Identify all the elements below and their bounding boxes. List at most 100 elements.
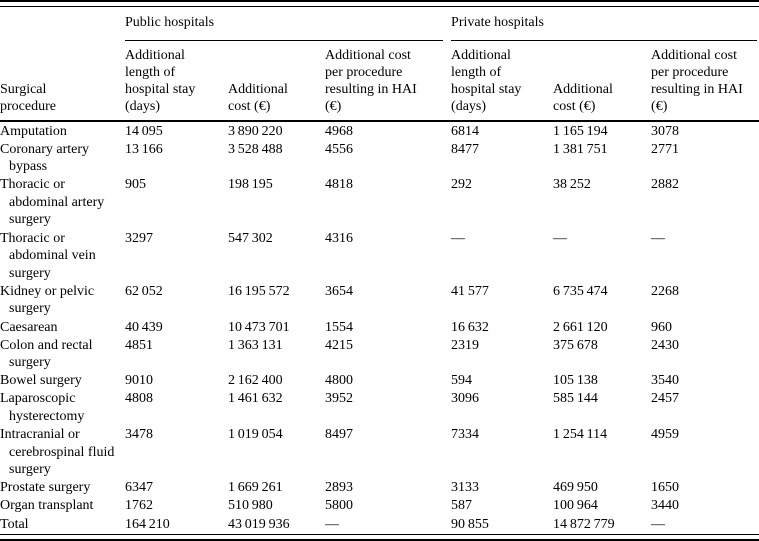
value-cell: 3 528 488 [228,141,283,157]
value-cell: 40 439 [125,319,163,335]
value-cell: 14 872 779 [553,516,615,532]
procedure-cell: Caesarean [0,319,58,335]
value-cell: 1 461 632 [228,391,283,407]
value-cell: — [325,516,339,532]
table-row: Thoracic or abdominal vein surgery 3297 54… [0,229,759,282]
value-cell: — [553,230,568,246]
value-cell: 2 162 400 [228,373,283,389]
value-cell: 905 [125,177,146,193]
value-cell: 585 144 [553,391,598,407]
value-cell: 2771 [651,141,680,157]
value-cell: 1 254 114 [553,427,608,443]
value-cell: 3440 [651,498,680,514]
value-cell: 3540 [651,373,680,389]
value-cell: 960 [651,319,673,335]
group-cell-private: Private hospitals [451,7,759,41]
value-cell: 292 [451,177,473,193]
value-cell: 6814 [451,123,480,139]
procedure-cell: Bowel surgery [0,373,82,389]
value-cell: 10 473 701 [228,319,290,335]
value-cell: 14 095 [125,123,163,139]
value-cell: 1 669 261 [228,480,283,496]
column-header-public-cost-per-procedure: Additional cost per procedure resulting … [325,41,452,122]
procedure-cell: Laparoscopic hysterectomy [0,391,85,424]
procedure-cell: Thoracic or abdominal vein surgery [0,230,96,281]
table-row: Laparoscopic hysterectomy 4808 1 461 632 39… [0,390,759,426]
value-cell: 1554 [325,319,353,335]
subheader-row: Surgical procedure Additional length of … [0,41,759,122]
group-header-row: Public hospitals Private hospitals [0,7,759,41]
column-header-private-additional-cost: Additional cost (€) [553,41,652,122]
value-cell: 13 166 [125,141,163,157]
column-header-surgical-procedure: Surgical procedure [0,41,125,122]
value-cell: 5800 [325,498,353,514]
procedure-cell: Prostate surgery [0,480,91,496]
value-cell: 1 381 751 [553,141,608,157]
value-cell: 6 735 474 [553,283,608,299]
table-row: Caesarean 40 439 10 473 701 1554 16 632 2 661… [0,318,759,336]
value-cell: 3096 [451,391,480,407]
value-cell: 4316 [325,230,353,246]
value-cell: 510 980 [228,498,273,514]
value-cell: 2430 [651,337,680,353]
column-header-private-length-of-stay: Additional length of hospital stay (days… [451,41,554,122]
table-row: Total 164 210 43 019 936 — 90 855 14 872 779 — [0,515,759,533]
value-cell: 2893 [325,480,353,496]
value-cell: 8497 [325,427,353,443]
value-cell: 3133 [451,480,480,496]
value-cell: 587 [451,498,473,514]
top-double-rule [0,0,759,7]
value-cell: 4808 [125,391,153,407]
procedure-cell: Coronary artery bypass [0,141,90,175]
procedure-cell: Amputation [0,123,67,139]
value-cell: 3952 [325,391,353,407]
value-cell: 2319 [451,337,480,353]
procedure-cell: Total [0,516,29,532]
value-cell: 4556 [325,141,353,157]
procedure-cell: Colon and rectal surgery [0,337,93,371]
table-row: Intracranial or cerebrospinal fluid surg… [0,426,759,479]
value-cell: 3297 [125,230,153,246]
procedure-cell: Thoracic or abdominal artery surgery [0,177,105,228]
value-cell: 1 019 054 [228,427,283,443]
value-cell: 16 632 [451,319,489,335]
value-cell: 547 302 [228,230,273,246]
value-cell: 2882 [651,177,680,193]
column-header-public-length-of-stay: Additional length of hospital stay (days… [125,41,228,122]
value-cell: 43 019 936 [228,516,290,532]
value-cell: 469 950 [553,480,598,496]
value-cell: 1 363 131 [228,337,283,353]
table-row: Colon and rectal surgery 4851 1 363 131 421… [0,336,759,372]
value-cell: 3654 [325,283,353,299]
value-cell: 62 052 [125,283,163,299]
value-cell: 4800 [325,373,353,389]
column-header-public-additional-cost: Additional cost (€) [228,41,325,122]
value-cell: 2457 [651,391,680,407]
value-cell: 90 855 [451,516,489,532]
table-row: Thoracic or abdominal artery surgery 905 1… [0,176,759,229]
bottom-double-rule [0,534,759,541]
table-row: Kidney or pelvic surgery 62 052 16 195 572… [0,282,759,318]
value-cell: 2268 [651,283,680,299]
value-cell: 3478 [125,427,153,443]
value-cell: 8477 [451,141,480,157]
table-row: Organ transplant 1762 510 980 5800 587 100 96… [0,497,759,515]
value-cell: 3 890 220 [228,123,283,139]
value-cell: 4851 [125,337,153,353]
procedure-cell: Organ transplant [0,498,94,514]
group-cell-public: Public hospitals [125,7,451,41]
table-row: Prostate surgery 6347 1 669 261 2893 3133 469… [0,479,759,497]
value-cell: 16 195 572 [228,283,290,299]
table-row: Coronary artery bypass 13 166 3 528 488 455… [0,140,759,176]
value-cell: 6347 [125,480,153,496]
hai-cost-table: Public hospitals Private hospitals Surgi… [0,7,759,533]
value-cell: 1762 [125,498,153,514]
value-cell: 3078 [651,123,680,139]
group-label-public: Public hospitals [125,7,444,41]
value-cell: 4959 [651,427,680,443]
value-cell: 375 678 [553,337,598,353]
value-cell: 9010 [125,373,153,389]
value-cell: 105 138 [553,373,598,389]
value-cell: — [651,516,666,532]
value-cell: 100 964 [553,498,598,514]
